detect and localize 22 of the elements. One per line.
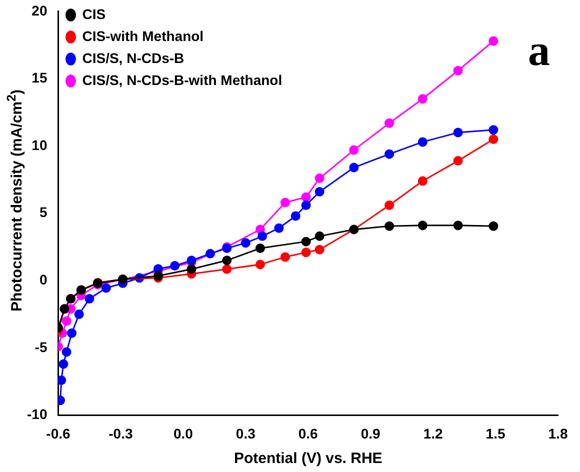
x-tick-label: 1.8 [548, 425, 568, 442]
legend-label: CIS/S, N-CDs-B-with Methanol [82, 72, 282, 88]
y-tick-label: 0 [39, 271, 48, 288]
x-tick-label: 0.3 [236, 425, 256, 442]
y-tick-label: -10 [27, 406, 48, 422]
x-tick-label: 1.2 [423, 425, 443, 442]
y-tick-label: 20 [32, 2, 48, 18]
y-tick-label: 15 [32, 70, 48, 86]
x-tick-label: 1.5 [486, 425, 506, 442]
y-tick-label: 10 [32, 136, 48, 153]
x-tick-label: -0.3 [108, 425, 133, 442]
legend-label: CIS-with Methanol [82, 28, 204, 44]
y-tick-label: 5 [39, 204, 48, 220]
x-tick-label: 0.0 [173, 425, 194, 442]
x-tick-label: -0.6 [46, 425, 71, 442]
x-tick-label: 0.6 [298, 425, 318, 442]
legend-label: CIS [82, 6, 106, 22]
x-tick-label: 0.9 [360, 425, 381, 442]
legend-label: CIS/S, N-CDs-B [82, 50, 184, 66]
x-axis-title: Potential (V) vs. RHE [234, 450, 382, 468]
annotation: a [528, 26, 550, 75]
y-tick-label: -5 [34, 338, 48, 355]
